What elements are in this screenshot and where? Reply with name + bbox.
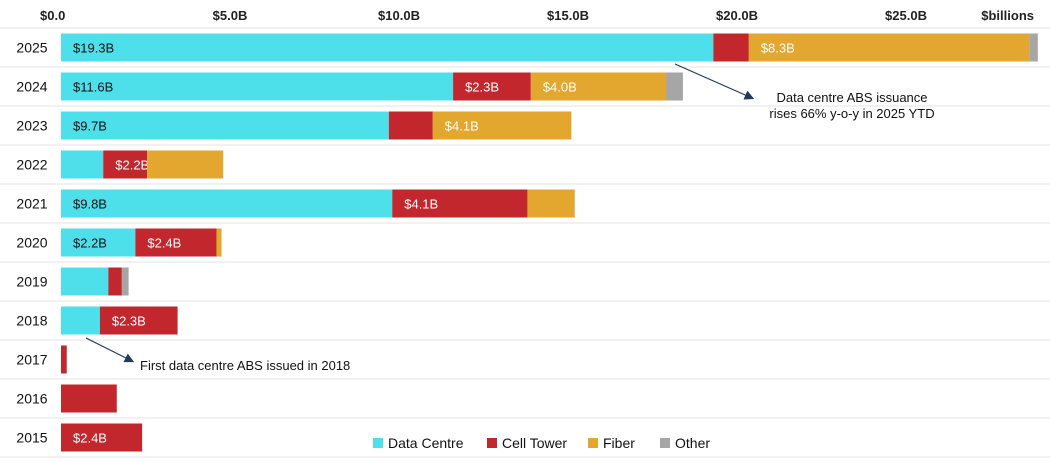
bar-segment (748, 33, 1030, 62)
category-label: 2023 (16, 118, 47, 134)
annotation-text: First data centre ABS issued in 2018 (140, 358, 350, 373)
bar-segment (103, 150, 148, 179)
data-label: $4.1B (445, 119, 479, 134)
legend-swatch (588, 438, 598, 448)
x-tick-label: $20.0B (716, 8, 758, 23)
bar-segment (713, 33, 749, 62)
data-label: $9.7B (73, 119, 107, 134)
legend-swatch (487, 438, 497, 448)
x-tick-label: $25.0B (885, 8, 927, 23)
x-tick-label: $15.0B (547, 8, 589, 23)
data-label: $2.4B (147, 236, 181, 251)
x-tick-label: $5.0B (213, 8, 248, 23)
bar-segment (216, 228, 222, 257)
bar-segment (61, 72, 454, 101)
bar-segment (61, 267, 109, 296)
data-label: $2.4B (73, 431, 107, 446)
category-label: 2024 (16, 79, 47, 95)
data-label: $11.6B (73, 80, 113, 95)
legend-swatch (373, 438, 383, 448)
category-label: 2017 (16, 352, 47, 368)
bar-segment (61, 306, 100, 335)
data-label: $4.0B (543, 80, 577, 95)
category-label: 2022 (16, 157, 47, 173)
unit-label: $billions (981, 8, 1034, 23)
legend-label: Other (675, 435, 710, 451)
bar-segment (453, 72, 531, 101)
bar-segment (108, 267, 122, 296)
annotation-text: Data centre ABS issuance rises 66% y-o-y … (769, 90, 934, 121)
category-label: 2019 (16, 274, 47, 290)
bar-segment (530, 72, 667, 101)
bar-segment (147, 150, 224, 179)
annotation-arrow (85, 337, 135, 363)
bar-segment (392, 189, 528, 218)
bar-segment (61, 150, 104, 179)
data-label: $9.8B (73, 197, 107, 212)
bar-segment (61, 345, 67, 374)
bar-segment (61, 111, 389, 140)
data-label: $8.3B (761, 41, 795, 56)
legend-label: Data Centre (388, 435, 464, 451)
bar-segment (61, 423, 143, 452)
legend: Data Centre Cell Tower Fiber Other (373, 435, 710, 451)
category-label: 2016 (16, 391, 47, 407)
bar-segment (432, 111, 572, 140)
bar-segment (388, 111, 433, 140)
legend-label: Fiber (603, 435, 635, 451)
grid-lines (0, 27, 1050, 458)
x-axis-ticks: $0.0 $5.0B $10.0B $15.0B $20.0B $25.0B (40, 8, 927, 23)
data-label: $4.1B (404, 197, 438, 212)
data-label: $19.3B (73, 41, 114, 56)
bar-segment (61, 384, 117, 413)
bar-segment (61, 33, 714, 62)
data-label: $2.3B (465, 80, 499, 95)
category-label: 2018 (16, 313, 47, 329)
category-label: 2025 (16, 40, 47, 56)
bar-segment (1029, 33, 1038, 62)
category-label: 2021 (16, 196, 47, 212)
data-label: $2.2B (73, 236, 107, 251)
bar-segment (135, 228, 217, 257)
bar-segment (121, 267, 129, 296)
category-label: 2015 (16, 430, 47, 446)
bar-segment (99, 306, 178, 335)
legend-label: Cell Tower (502, 435, 567, 451)
data-label: $2.2B (115, 158, 149, 173)
annotation-arrow (674, 63, 755, 100)
bar-segment (61, 189, 393, 218)
annotations: Data centre ABS issuance rises 66% y-o-y … (85, 63, 935, 373)
data-label: $2.3B (112, 314, 146, 329)
bar-segment (527, 189, 575, 218)
legend-swatch (660, 438, 670, 448)
category-labels: 2025 2024 2023 2022 2021 2020 2019 2018 2017 2016… (16, 40, 47, 446)
category-label: 2020 (16, 235, 47, 251)
bars: $19.3B $8.3B $11.6B $2.3B $4.0B $9.7B $4.1B $2.… (61, 33, 1038, 452)
x-tick-label: $10.0B (378, 8, 420, 23)
bar-segment (666, 72, 683, 101)
x-tick-label: $0.0 (40, 8, 65, 23)
bar-segment (61, 228, 136, 257)
